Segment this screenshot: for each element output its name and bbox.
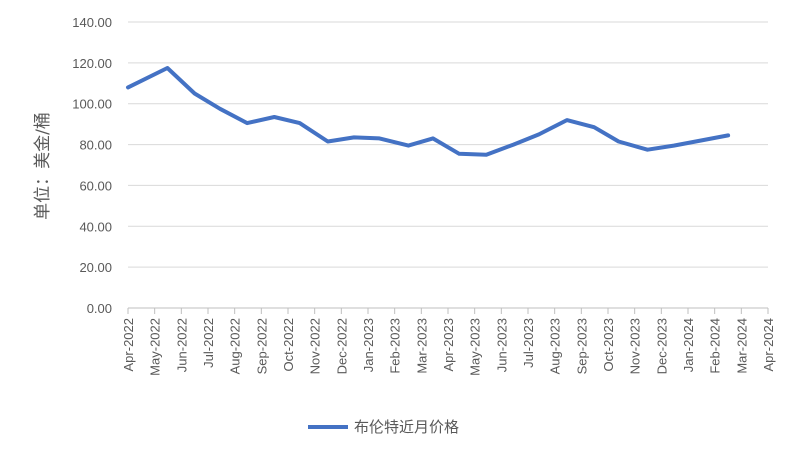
x-tick-label: Nov-2022 xyxy=(308,318,323,374)
x-tick-label: May-2023 xyxy=(468,318,483,376)
x-tick-label: Apr-2024 xyxy=(761,318,776,371)
y-axis-tick-labels: 0.00 20.00 40.00 60.00 80.00 100.00 120.00 140.… xyxy=(72,15,112,316)
data-point xyxy=(352,135,356,139)
y-tick-label: 100.00 xyxy=(72,97,112,112)
data-point xyxy=(537,132,541,136)
data-point xyxy=(272,115,276,119)
series-line xyxy=(126,66,731,157)
x-tick-label: Oct-2022 xyxy=(281,318,296,371)
data-point xyxy=(377,136,381,140)
legend-label: 布伦特近月价格 xyxy=(354,418,459,436)
y-tick-label: 80.00 xyxy=(79,138,112,153)
data-point xyxy=(193,91,197,96)
x-tick-label: Jan-2023 xyxy=(361,318,376,372)
x-tick-label: Dec-2022 xyxy=(334,318,349,374)
y-tick-label: 120.00 xyxy=(72,56,112,71)
x-tick-label: Mar-2023 xyxy=(414,318,429,374)
y-axis-label: 单位：美金/桶 xyxy=(33,112,53,220)
data-point xyxy=(326,139,330,144)
x-tick-label: Aug-2022 xyxy=(228,318,243,374)
y-tick-label: 140.00 xyxy=(72,15,112,30)
gridlines xyxy=(128,21,768,268)
x-axis xyxy=(127,307,769,314)
data-point xyxy=(699,138,703,143)
x-tick-label: Feb-2023 xyxy=(388,318,403,374)
x-tick-label: Oct-2023 xyxy=(601,318,616,371)
legend: 布伦特近月价格 xyxy=(308,418,459,436)
data-point xyxy=(726,133,730,137)
data-point xyxy=(245,121,249,125)
y-tick-label: 60.00 xyxy=(79,178,112,193)
data-point xyxy=(298,121,302,125)
x-tick-label: Jun-2023 xyxy=(494,318,509,372)
x-tick-label: Aug-2023 xyxy=(548,318,563,374)
data-point xyxy=(165,66,169,70)
data-point xyxy=(484,153,488,157)
data-point xyxy=(645,148,650,152)
x-tick-label: Sep-2023 xyxy=(574,318,589,374)
x-tick-label: Apr-2022 xyxy=(121,318,136,371)
data-point xyxy=(431,136,435,140)
data-point xyxy=(406,144,410,148)
data-point xyxy=(565,118,569,122)
x-tick-label: Jan-2024 xyxy=(681,318,696,372)
x-tick-label: Sep-2022 xyxy=(254,318,269,374)
data-point xyxy=(672,144,676,148)
x-axis-tick-labels: Apr-2022 May-2022 Jun-2022 Jul-2022 Aug-2022… xyxy=(121,318,776,376)
data-point xyxy=(126,85,130,89)
x-tick-label: Jul-2022 xyxy=(201,318,216,368)
x-tick-label: Nov-2023 xyxy=(628,318,643,374)
data-point xyxy=(617,139,621,144)
x-tick-label: Jul-2023 xyxy=(521,318,536,368)
x-tick-label: Apr-2023 xyxy=(441,318,456,371)
series-layer xyxy=(126,66,731,157)
y-tick-label: 20.00 xyxy=(79,260,112,275)
x-tick-label: Feb-2024 xyxy=(708,318,723,374)
x-tick-label: Dec-2023 xyxy=(654,318,669,374)
x-tick-label: May-2022 xyxy=(148,318,163,376)
data-point xyxy=(457,152,461,156)
data-point xyxy=(218,107,222,111)
data-point xyxy=(592,125,596,129)
x-tick-label: Jun-2022 xyxy=(174,318,189,372)
x-tick-label: Mar-2024 xyxy=(734,318,749,374)
y-tick-label: 0.00 xyxy=(87,301,112,316)
y-tick-label: 40.00 xyxy=(79,219,112,234)
data-point xyxy=(511,143,516,147)
